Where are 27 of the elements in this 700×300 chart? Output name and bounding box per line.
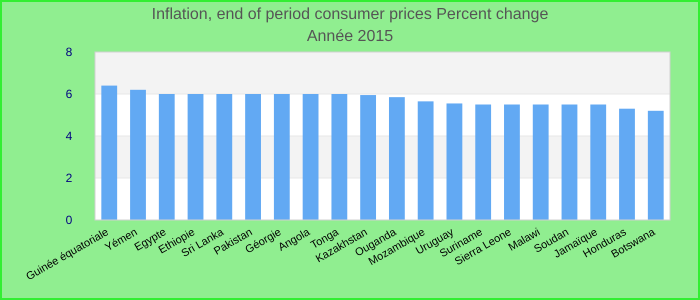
y-tick-label: 4 bbox=[66, 129, 73, 144]
y-tick-label: 0 bbox=[66, 213, 73, 228]
bar bbox=[101, 86, 118, 220]
bar bbox=[130, 90, 146, 220]
bar bbox=[216, 94, 232, 220]
bar bbox=[475, 104, 492, 220]
chart-title: Inflation, end of period consumer prices Percent change bbox=[152, 6, 548, 23]
bar bbox=[446, 103, 462, 220]
bar bbox=[532, 104, 549, 220]
y-tick-label: 6 bbox=[66, 87, 73, 102]
bar bbox=[562, 104, 578, 220]
bar bbox=[504, 104, 520, 220]
bar bbox=[619, 108, 635, 220]
bar bbox=[388, 97, 405, 220]
bar bbox=[360, 95, 376, 220]
bar bbox=[418, 101, 434, 220]
bar bbox=[590, 104, 606, 220]
bar bbox=[331, 94, 348, 220]
bar bbox=[158, 94, 175, 220]
bar bbox=[274, 94, 290, 220]
bar bbox=[302, 94, 318, 220]
bar bbox=[648, 110, 664, 220]
bar bbox=[245, 94, 261, 220]
bar bbox=[188, 94, 204, 220]
y-tick-label: 2 bbox=[66, 171, 73, 186]
chart-subtitle: Année 2015 bbox=[306, 28, 394, 45]
y-tick-label: 8 bbox=[66, 45, 73, 60]
